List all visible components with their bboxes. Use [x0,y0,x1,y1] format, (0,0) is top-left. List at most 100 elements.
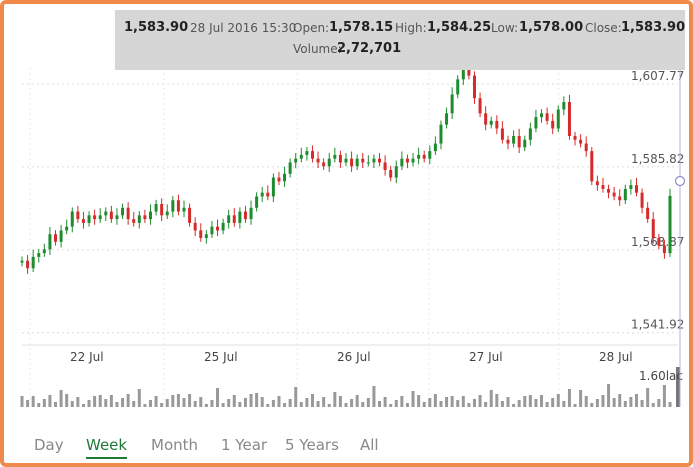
volume-bar [450,396,454,407]
tab-1-year[interactable]: 1 Year [221,436,268,454]
volume-bar [383,397,387,407]
tab-week[interactable]: Week [86,436,128,459]
volume-bar [160,403,164,407]
candle-body [288,162,292,174]
volume-bar [411,391,415,407]
candle-body [76,211,80,220]
volume-bar [322,397,326,407]
candle-body [500,128,504,140]
candle-body [54,234,58,242]
tab-month[interactable]: Month [151,436,199,454]
volume-bar [48,395,52,407]
candle-body [299,154,303,159]
volume-bar [495,394,499,407]
volume-bar [478,395,482,407]
candle-body [405,158,409,163]
candle-body [243,211,247,220]
volume-bar [188,394,192,407]
volume-label: Volume: [293,42,342,56]
candle-body [305,151,309,155]
volume-bar [540,395,544,407]
x-tick-label: 25 Jul [204,350,238,364]
volume-bar [545,402,549,407]
volume-bar [266,404,270,407]
volume-bar [461,396,465,407]
x-tick-label: 22 Jul [70,350,104,364]
volume-bar [562,401,566,407]
candle-body [668,195,672,254]
candle-body [540,113,544,118]
candle-body [646,207,650,220]
candle-body [590,151,594,182]
candle-body [132,219,136,223]
candle-body [629,185,633,189]
candle-body [316,158,320,163]
volume-bar [148,400,152,407]
volume-bar [350,399,354,407]
candle-body [160,204,164,216]
volume-bar [394,400,398,407]
crosshair-marker [674,175,686,187]
candle-body [573,136,577,140]
volume-bar [277,396,281,407]
candle-body [422,154,426,159]
tooltip-datetime: 28 Jul 2016 15:30 [190,21,297,35]
ohlc-tooltip: 1,583.90 28 Jul 2016 15:30 Open: 1,578.1… [115,10,685,70]
volume-bar [662,385,666,407]
candle-body [439,124,443,144]
volume-bar [104,399,108,407]
volume-bar [378,401,382,407]
low-label: Low: [491,21,519,35]
volume-bar [512,404,516,407]
candle-body [433,143,437,152]
volume-value: 2,72,701 [337,41,402,56]
candle-body [48,234,52,250]
tab-day[interactable]: Day [34,436,64,454]
high-label: High: [395,21,427,35]
candle-body [394,166,398,178]
candle-body [562,102,566,110]
volume-bar [344,403,348,407]
volume-bar [590,403,594,407]
high-value: 1,584.25 [427,20,492,35]
candle-body [93,215,97,220]
volume-bar [93,396,97,407]
candle-body [31,256,35,269]
volume-bar [115,402,119,407]
volume-bar [255,393,259,407]
volume-bar [204,404,208,407]
candle-body [472,75,476,99]
tab-all[interactable]: All [360,436,379,454]
volume-bar [595,399,599,407]
candle-body [461,68,465,80]
candle-body [294,158,298,163]
volume-bar [20,396,24,407]
volume-bar [333,392,337,407]
candle-body [232,215,236,223]
candle-body [188,207,192,223]
volume-bar [288,399,292,407]
candle-body [104,211,108,216]
volume-bar [422,402,426,407]
candle-body [556,109,560,129]
volume-bar [171,395,175,407]
volume-bar [98,395,102,407]
volume-bar [126,394,130,407]
volume-bar [612,398,616,407]
volume-bar [249,394,253,407]
volume-bar [232,395,236,407]
volume-bar [283,403,287,407]
volume-bar [445,397,449,407]
volume-bar [199,397,203,407]
close-label: Close: [585,21,622,35]
candle-body [378,158,382,163]
volume-bar [640,400,644,407]
volume-bar [400,396,404,407]
tab-5-years[interactable]: 5 Years [285,436,339,454]
volume-bar [42,399,46,407]
candle-body [389,170,393,178]
candle-body [327,158,331,167]
volume-bar [361,402,365,407]
